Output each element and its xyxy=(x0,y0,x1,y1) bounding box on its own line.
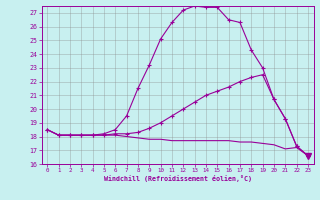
X-axis label: Windchill (Refroidissement éolien,°C): Windchill (Refroidissement éolien,°C) xyxy=(104,175,252,182)
